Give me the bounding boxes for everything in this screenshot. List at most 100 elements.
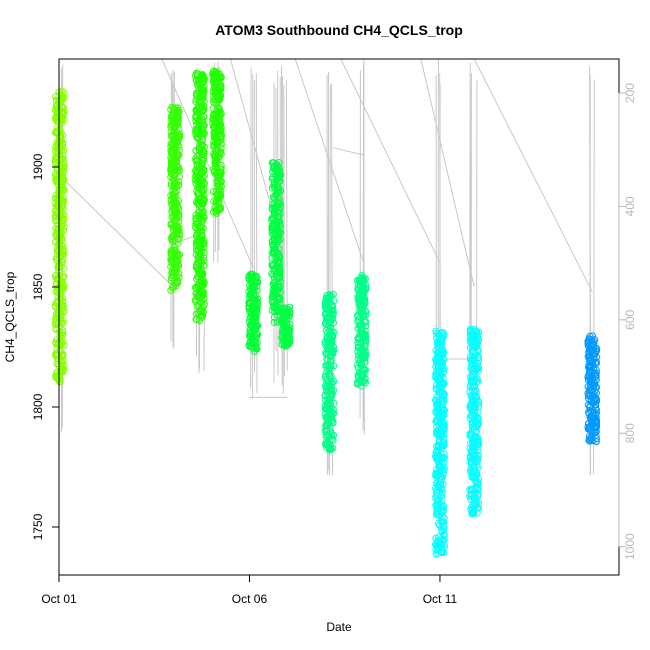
data-point [199,177,207,185]
data-point [329,419,337,427]
data-point [285,336,292,344]
data-point [214,87,222,94]
data-point [60,248,67,256]
data-point [217,169,225,177]
data-point [56,189,64,197]
data-point [59,298,67,306]
data-point [433,500,441,508]
data-point [56,378,64,385]
x-axis-label: Date [326,620,352,634]
data-point [199,200,207,208]
data-point [193,121,201,129]
y-tick-label: 1750 [31,513,45,540]
data-point [54,221,62,229]
data-point [586,403,594,411]
data-point [167,112,175,120]
data-point [57,129,65,137]
data-point [53,248,61,256]
data-point [169,271,177,279]
data-point [322,371,330,379]
data-point [171,243,179,251]
data-point [473,330,481,338]
pressure-transit-line [161,58,254,269]
data-point [251,308,258,316]
data-point [327,427,335,435]
data-point [592,366,600,374]
data-point [171,188,179,196]
data-point [440,422,448,430]
data-point [192,156,200,164]
data-point [432,346,440,354]
data-point [586,332,594,340]
data-point [210,96,218,104]
pressure-transit-line [473,58,593,293]
data-point [472,428,480,436]
data-point [213,156,221,164]
data-point [271,301,278,309]
data-point [433,385,441,393]
data-point [169,194,177,202]
data-point [323,413,331,421]
data-point [434,441,442,449]
data-point [253,279,261,287]
data-point [590,428,598,436]
data-point [273,176,281,184]
data-point [357,352,365,360]
data-point [327,418,335,425]
y-tick-label: 1850 [31,273,45,300]
data-point [217,73,225,81]
data-point [440,436,448,444]
data-point [192,232,200,240]
data-point [275,172,283,180]
data-point [358,271,366,279]
data-point [168,201,176,208]
data-point [252,295,260,303]
data-point [328,340,336,348]
data-point [268,214,276,222]
data-point [356,294,364,302]
y2-tick-label: 200 [623,83,637,103]
data-point [439,375,447,383]
data-point [175,262,183,270]
data-point [276,273,284,281]
data-point [216,85,224,93]
data-point [439,421,447,429]
data-point [194,103,202,111]
data-point [466,383,474,391]
data-point [200,249,208,257]
data-point [433,486,441,494]
data-point [195,196,203,204]
data-point [282,326,290,333]
data-point [475,328,483,336]
data-point [433,509,441,517]
data-point [440,507,448,515]
data-point [433,357,441,365]
data-point [327,356,335,364]
data-point [217,109,225,117]
data-point [168,250,176,258]
data-point [270,162,278,170]
data-point [213,177,221,185]
data-point [437,473,445,481]
data-point [168,258,176,266]
data-point [192,223,200,231]
data-point [200,195,208,203]
data-point [361,375,369,383]
data-point [360,346,368,354]
data-point [57,313,65,321]
data-point [437,334,445,342]
data-point [196,123,204,131]
data-point [215,131,222,139]
data-point [54,176,61,183]
y-tick-label: 1800 [31,393,45,420]
data-point [277,277,285,285]
data-point [470,452,478,459]
data-point [433,371,440,379]
chart-title: ATOM3 Southbound CH4_QCLS_trop [215,22,463,38]
data-point [361,365,369,373]
data-point [59,316,67,324]
data-point [175,230,183,238]
data-point [196,80,204,88]
data-point [322,383,330,391]
